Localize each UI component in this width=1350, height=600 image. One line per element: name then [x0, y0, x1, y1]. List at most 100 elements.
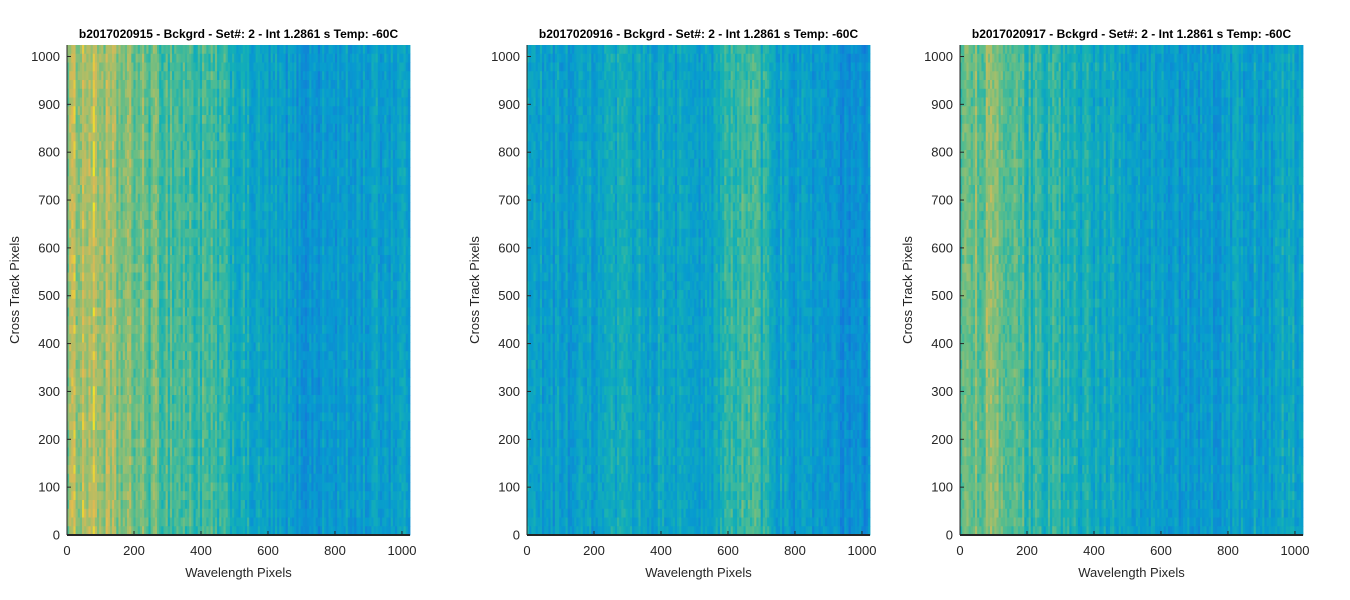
heatmap-cell [182, 106, 186, 116]
heatmap-cell [139, 80, 143, 90]
heatmap-cell [234, 508, 237, 518]
heatmap-cell [120, 53, 124, 63]
heatmap-cell [174, 255, 177, 265]
heatmap-cell [116, 228, 119, 238]
heatmap-cell [197, 290, 201, 300]
heatmap-cell [212, 45, 216, 55]
heatmap-cell [129, 360, 132, 370]
heatmap-cell [189, 123, 192, 133]
heatmap-cell [73, 316, 76, 326]
heatmap-cell [202, 447, 205, 457]
heatmap-cell [193, 325, 197, 335]
heatmap-cell [92, 228, 96, 238]
heatmap-cell [191, 132, 194, 142]
heatmap-cell [217, 246, 220, 256]
heatmap-cell [103, 500, 106, 510]
heatmap-cell [195, 106, 199, 116]
heatmap-cell [184, 438, 188, 448]
heatmap-cell [137, 237, 141, 247]
heatmap-cell [244, 150, 248, 160]
heatmap-cell [97, 526, 100, 536]
heatmap-cell [229, 71, 233, 81]
heatmap-cell [255, 132, 259, 142]
heatmap-cell [120, 430, 124, 440]
heatmap-cell [88, 508, 91, 518]
heatmap-cell [202, 211, 205, 221]
heatmap-cell [97, 176, 100, 186]
heatmap-cell [232, 88, 235, 98]
heatmap-cell [208, 342, 212, 352]
heatmap-cell [242, 167, 246, 177]
heatmap-cell [176, 403, 179, 413]
heatmap-cell [139, 88, 143, 98]
heatmap-cell [129, 377, 132, 387]
heatmap-cell [225, 482, 229, 492]
heatmap-cell [120, 272, 124, 282]
heatmap-cell [109, 447, 113, 457]
heatmap-cell [90, 53, 94, 63]
heatmap-cell [174, 158, 177, 168]
heatmap-cell [84, 211, 87, 221]
heatmap-cell [247, 185, 250, 195]
heatmap-cell [217, 211, 220, 221]
heatmap-cell [124, 526, 128, 536]
heatmap-cell [182, 491, 186, 501]
heatmap-cell [242, 351, 246, 361]
heatmap-cell [197, 62, 201, 72]
heatmap-cell [180, 141, 184, 151]
heatmap-cell [255, 482, 259, 492]
heatmap-cell [223, 290, 227, 300]
heatmap-cell [217, 272, 220, 282]
heatmap-cell [120, 220, 124, 230]
heatmap-cell [144, 456, 147, 466]
heatmap-cell [127, 97, 130, 107]
heatmap-cell [247, 202, 250, 212]
heatmap-cell [229, 465, 233, 475]
heatmap-cell [67, 517, 70, 527]
heatmap-cell [139, 395, 143, 405]
heatmap-cell [129, 473, 132, 483]
heatmap-cell [154, 325, 158, 335]
heatmap-cell [204, 141, 207, 151]
heatmap-cell [238, 272, 242, 282]
heatmap-cell [255, 53, 259, 63]
heatmap-cell [79, 176, 83, 186]
heatmap-cell [180, 80, 184, 90]
heatmap-cell [157, 307, 160, 317]
heatmap-cell [182, 193, 186, 203]
heatmap-cell [172, 456, 175, 466]
heatmap-cell [135, 465, 139, 475]
heatmap-cell [154, 307, 158, 317]
heatmap-cell [234, 360, 237, 370]
heatmap-cell [249, 185, 252, 195]
heatmap-cell [225, 220, 229, 230]
heatmap-cell [189, 246, 192, 256]
heatmap-cell [107, 517, 111, 527]
heatmap-cell [146, 228, 149, 238]
heatmap-cell [172, 421, 175, 431]
heatmap-cell [144, 158, 147, 168]
heatmap-cell [79, 228, 83, 238]
heatmap-cell [133, 307, 136, 317]
heatmap-cell [148, 508, 151, 518]
heatmap-cell [167, 80, 171, 90]
heatmap-cell [163, 491, 167, 501]
heatmap-cell [99, 473, 102, 483]
heatmap-cell [219, 316, 222, 326]
heatmap-cell [169, 255, 173, 265]
heatmap-cell [118, 403, 121, 413]
heatmap-cell [82, 325, 85, 335]
heatmap-cell [232, 97, 235, 107]
heatmap-cell [105, 333, 109, 343]
heatmap-cell [229, 80, 233, 90]
heatmap-cell [172, 447, 175, 457]
heatmap-cell [174, 482, 177, 492]
heatmap-cell [131, 88, 134, 98]
heatmap-cell [90, 228, 94, 238]
heatmap-cell [88, 123, 91, 133]
heatmap-cell [154, 412, 158, 422]
heatmap-cell [163, 88, 167, 98]
heatmap-cell [208, 491, 212, 501]
heatmap-cell [152, 53, 156, 63]
heatmap-cell [223, 325, 227, 335]
